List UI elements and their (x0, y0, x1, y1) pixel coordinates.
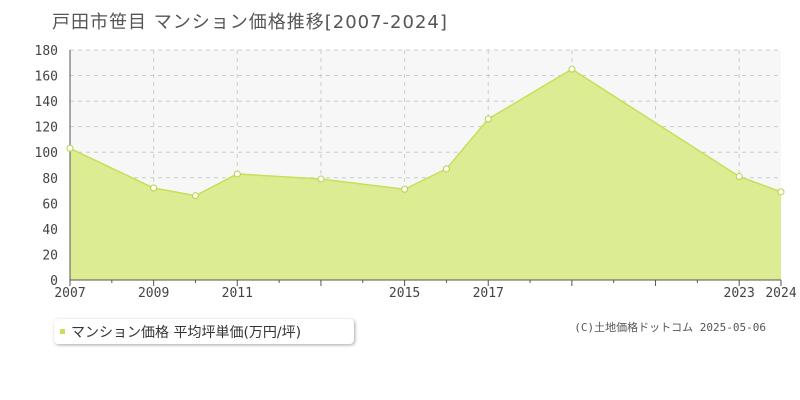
data-point (568, 65, 576, 73)
y-tick-label: 180 (35, 44, 58, 59)
data-point (442, 165, 450, 173)
data-point (401, 185, 409, 193)
legend: マンション価格 平均坪単価(万円/坪) (54, 319, 354, 344)
data-point (150, 184, 158, 192)
y-tick-label: 140 (35, 95, 58, 110)
legend-marker-icon (60, 329, 65, 334)
legend-label: マンション価格 平均坪単価(万円/坪) (71, 324, 302, 341)
x-tick-label: 2023 (724, 286, 755, 301)
data-point (317, 175, 325, 183)
data-point (66, 144, 74, 152)
y-tick-label: 100 (35, 146, 58, 161)
y-tick-label: 20 (42, 248, 58, 263)
y-tick-label: 160 (35, 70, 58, 85)
x-tick-label: 2024 (765, 286, 796, 301)
y-tick-label: 120 (35, 121, 58, 136)
data-point (191, 192, 199, 200)
y-tick-label: 0 (50, 274, 58, 289)
x-tick-label: 2017 (473, 286, 504, 301)
data-point (735, 173, 743, 180)
credit-text: (C)土地価格ドットコム 2025-05-06 (574, 321, 766, 334)
series-area (70, 69, 781, 281)
data-point (484, 115, 492, 123)
y-tick-label: 40 (42, 223, 58, 238)
data-point (233, 170, 241, 178)
chart-title: 戸田市笹目 マンション価格推移[2007-2024] (52, 12, 448, 33)
x-tick-label: 2015 (389, 286, 420, 301)
x-tick-label: 2011 (222, 286, 253, 301)
y-tick-label: 60 (42, 197, 58, 212)
x-tick-label: 2009 (138, 286, 169, 301)
data-point (777, 188, 785, 196)
y-tick-label: 80 (42, 172, 58, 187)
x-tick-label: 2007 (54, 286, 85, 301)
